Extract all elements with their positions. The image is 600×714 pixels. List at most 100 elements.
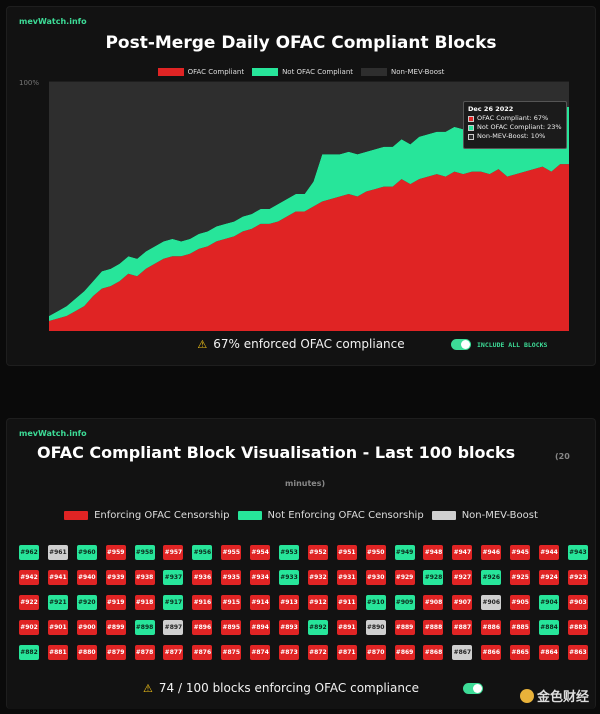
block-915[interactable]: #915 xyxy=(221,595,242,610)
block-958[interactable]: #958 xyxy=(134,545,155,560)
block-935[interactable]: #935 xyxy=(221,570,242,585)
block-878[interactable]: #878 xyxy=(134,645,155,660)
blocks-legend-item-1[interactable]: Not Enforcing OFAC Censorship xyxy=(237,510,424,521)
block-960[interactable]: #960 xyxy=(76,545,97,560)
block-911[interactable]: #911 xyxy=(336,595,357,610)
block-947[interactable]: #947 xyxy=(452,545,473,560)
block-946[interactable]: #946 xyxy=(481,545,502,560)
block-948[interactable]: #948 xyxy=(423,545,444,560)
block-880[interactable]: #880 xyxy=(76,645,97,660)
block-962[interactable]: #962 xyxy=(19,545,39,560)
block-898[interactable]: #898 xyxy=(134,620,155,635)
block-904[interactable]: #904 xyxy=(539,595,560,610)
block-939[interactable]: #939 xyxy=(105,570,126,585)
block-874[interactable]: #874 xyxy=(250,645,271,660)
blocks-legend-item-2[interactable]: Non-MEV-Boost xyxy=(431,510,538,521)
block-886[interactable]: #886 xyxy=(481,620,502,635)
block-869[interactable]: #869 xyxy=(394,645,415,660)
block-900[interactable]: #900 xyxy=(76,620,97,635)
block-916[interactable]: #916 xyxy=(192,595,213,610)
block-863[interactable]: #863 xyxy=(567,645,588,660)
block-951[interactable]: #951 xyxy=(336,545,357,560)
block-957[interactable]: #957 xyxy=(163,545,184,560)
block-901[interactable]: #901 xyxy=(47,620,68,635)
block-868[interactable]: #868 xyxy=(423,645,444,660)
site-label[interactable]: mevWatch.info xyxy=(19,17,87,26)
block-879[interactable]: #879 xyxy=(105,645,126,660)
area-chart[interactable]: 100% xyxy=(7,7,595,365)
block-894[interactable]: #894 xyxy=(250,620,271,635)
block-905[interactable]: #905 xyxy=(510,595,531,610)
block-882[interactable]: #882 xyxy=(19,645,39,660)
blocks-legend-item-0[interactable]: Enforcing OFAC Censorship xyxy=(64,510,230,521)
area-series-ofac-compliant[interactable] xyxy=(49,164,569,331)
block-933[interactable]: #933 xyxy=(279,570,300,585)
block-872[interactable]: #872 xyxy=(307,645,328,660)
block-945[interactable]: #945 xyxy=(510,545,531,560)
block-866[interactable]: #866 xyxy=(481,645,502,660)
block-943[interactable]: #943 xyxy=(567,545,588,560)
area-series-not-ofac-compliant[interactable] xyxy=(49,106,569,322)
include-all-blocks-toggle[interactable]: INCLUDE ALL BLOCKS xyxy=(451,339,547,350)
block-890[interactable]: #890 xyxy=(365,620,386,635)
block-891[interactable]: #891 xyxy=(336,620,357,635)
block-906[interactable]: #906 xyxy=(481,595,502,610)
block-907[interactable]: #907 xyxy=(452,595,473,610)
block-876[interactable]: #876 xyxy=(192,645,213,660)
block-931[interactable]: #931 xyxy=(336,570,357,585)
block-955[interactable]: #955 xyxy=(221,545,242,560)
block-870[interactable]: #870 xyxy=(365,645,386,660)
block-871[interactable]: #871 xyxy=(336,645,357,660)
block-897[interactable]: #897 xyxy=(163,620,184,635)
block-883[interactable]: #883 xyxy=(567,620,588,635)
block-899[interactable]: #899 xyxy=(105,620,126,635)
block-892[interactable]: #892 xyxy=(307,620,328,635)
block-902[interactable]: #902 xyxy=(19,620,39,635)
site-label-2[interactable]: mevWatch.info xyxy=(19,429,87,438)
block-934[interactable]: #934 xyxy=(250,570,271,585)
area-series-non-mev-boost[interactable] xyxy=(49,82,569,317)
block-867[interactable]: #867 xyxy=(452,645,473,660)
block-953[interactable]: #953 xyxy=(279,545,300,560)
block-888[interactable]: #888 xyxy=(423,620,444,635)
include-all-blocks-toggle-2[interactable] xyxy=(463,683,483,694)
block-909[interactable]: #909 xyxy=(394,595,415,610)
block-877[interactable]: #877 xyxy=(163,645,184,660)
block-914[interactable]: #914 xyxy=(250,595,271,610)
block-881[interactable]: #881 xyxy=(47,645,68,660)
block-887[interactable]: #887 xyxy=(452,620,473,635)
block-893[interactable]: #893 xyxy=(279,620,300,635)
block-944[interactable]: #944 xyxy=(539,545,560,560)
block-917[interactable]: #917 xyxy=(163,595,184,610)
block-885[interactable]: #885 xyxy=(510,620,531,635)
block-895[interactable]: #895 xyxy=(221,620,242,635)
block-896[interactable]: #896 xyxy=(192,620,213,635)
block-913[interactable]: #913 xyxy=(279,595,300,610)
block-919[interactable]: #919 xyxy=(105,595,126,610)
block-920[interactable]: #920 xyxy=(76,595,97,610)
block-910[interactable]: #910 xyxy=(365,595,386,610)
block-936[interactable]: #936 xyxy=(192,570,213,585)
block-928[interactable]: #928 xyxy=(423,570,444,585)
block-889[interactable]: #889 xyxy=(394,620,415,635)
block-918[interactable]: #918 xyxy=(134,595,155,610)
block-873[interactable]: #873 xyxy=(279,645,300,660)
toggle-switch-2[interactable] xyxy=(463,683,483,694)
block-929[interactable]: #929 xyxy=(394,570,415,585)
block-932[interactable]: #932 xyxy=(307,570,328,585)
block-924[interactable]: #924 xyxy=(539,570,560,585)
block-954[interactable]: #954 xyxy=(250,545,271,560)
chart-legend-item-2[interactable]: Non-MEV-Boost xyxy=(361,68,444,76)
toggle-switch[interactable] xyxy=(451,339,471,350)
block-952[interactable]: #952 xyxy=(307,545,328,560)
block-903[interactable]: #903 xyxy=(567,595,588,610)
block-930[interactable]: #930 xyxy=(365,570,386,585)
block-959[interactable]: #959 xyxy=(105,545,126,560)
block-937[interactable]: #937 xyxy=(163,570,184,585)
block-942[interactable]: #942 xyxy=(19,570,39,585)
block-908[interactable]: #908 xyxy=(423,595,444,610)
block-927[interactable]: #927 xyxy=(452,570,473,585)
block-925[interactable]: #925 xyxy=(510,570,531,585)
block-923[interactable]: #923 xyxy=(567,570,588,585)
block-912[interactable]: #912 xyxy=(307,595,328,610)
